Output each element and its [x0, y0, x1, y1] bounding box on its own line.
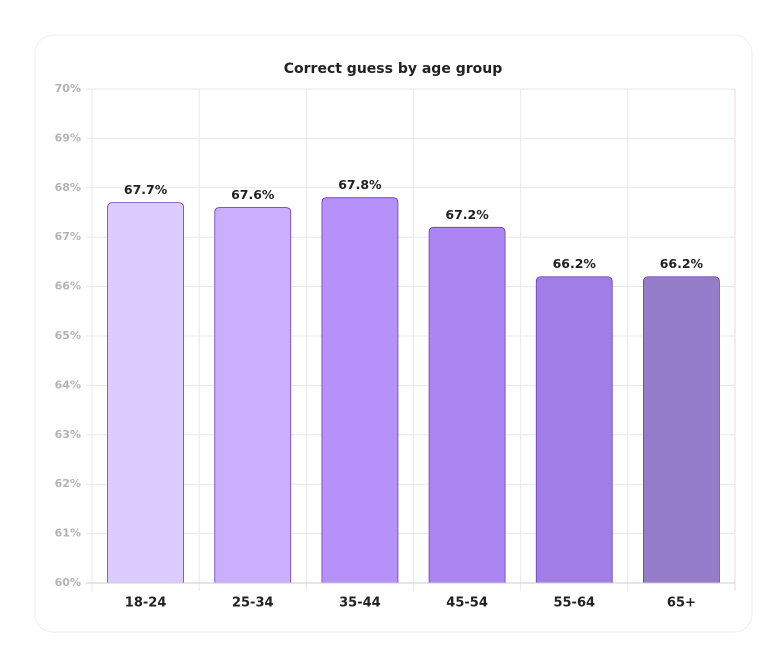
y-tick-label: 65% [55, 329, 81, 342]
y-tick-label: 69% [55, 131, 81, 144]
bar [643, 276, 720, 584]
x-tick-label: 45-54 [446, 596, 488, 611]
value-label: 67.2% [445, 207, 489, 222]
x-tick-label: 18-24 [125, 596, 167, 611]
chart-title: Correct guess by age group [284, 61, 502, 77]
bar [107, 202, 184, 584]
y-tick-label: 70% [55, 82, 81, 95]
x-tick-label: 65+ [667, 596, 696, 611]
bar [214, 207, 292, 584]
value-label: 67.6% [231, 187, 275, 202]
y-tick-label: 66% [55, 280, 81, 293]
y-tick-label: 63% [55, 428, 81, 441]
value-label: 66.2% [553, 256, 597, 271]
bar [428, 226, 506, 584]
bar [321, 197, 399, 584]
value-label: 66.2% [660, 256, 704, 271]
value-label: 67.8% [338, 177, 382, 192]
y-tick-label: 64% [55, 378, 81, 391]
x-tick-label: 25-34 [232, 596, 274, 611]
y-tick-label: 62% [55, 477, 81, 490]
value-label: 67.7% [124, 182, 168, 197]
x-tick-label: 35-44 [339, 596, 381, 611]
bar [535, 276, 613, 584]
y-tick-label: 61% [55, 527, 81, 540]
y-tick-label: 67% [55, 230, 81, 243]
y-tick-label: 60% [55, 576, 81, 589]
x-tick-label: 55-64 [553, 596, 595, 611]
y-tick-label: 68% [55, 181, 81, 194]
